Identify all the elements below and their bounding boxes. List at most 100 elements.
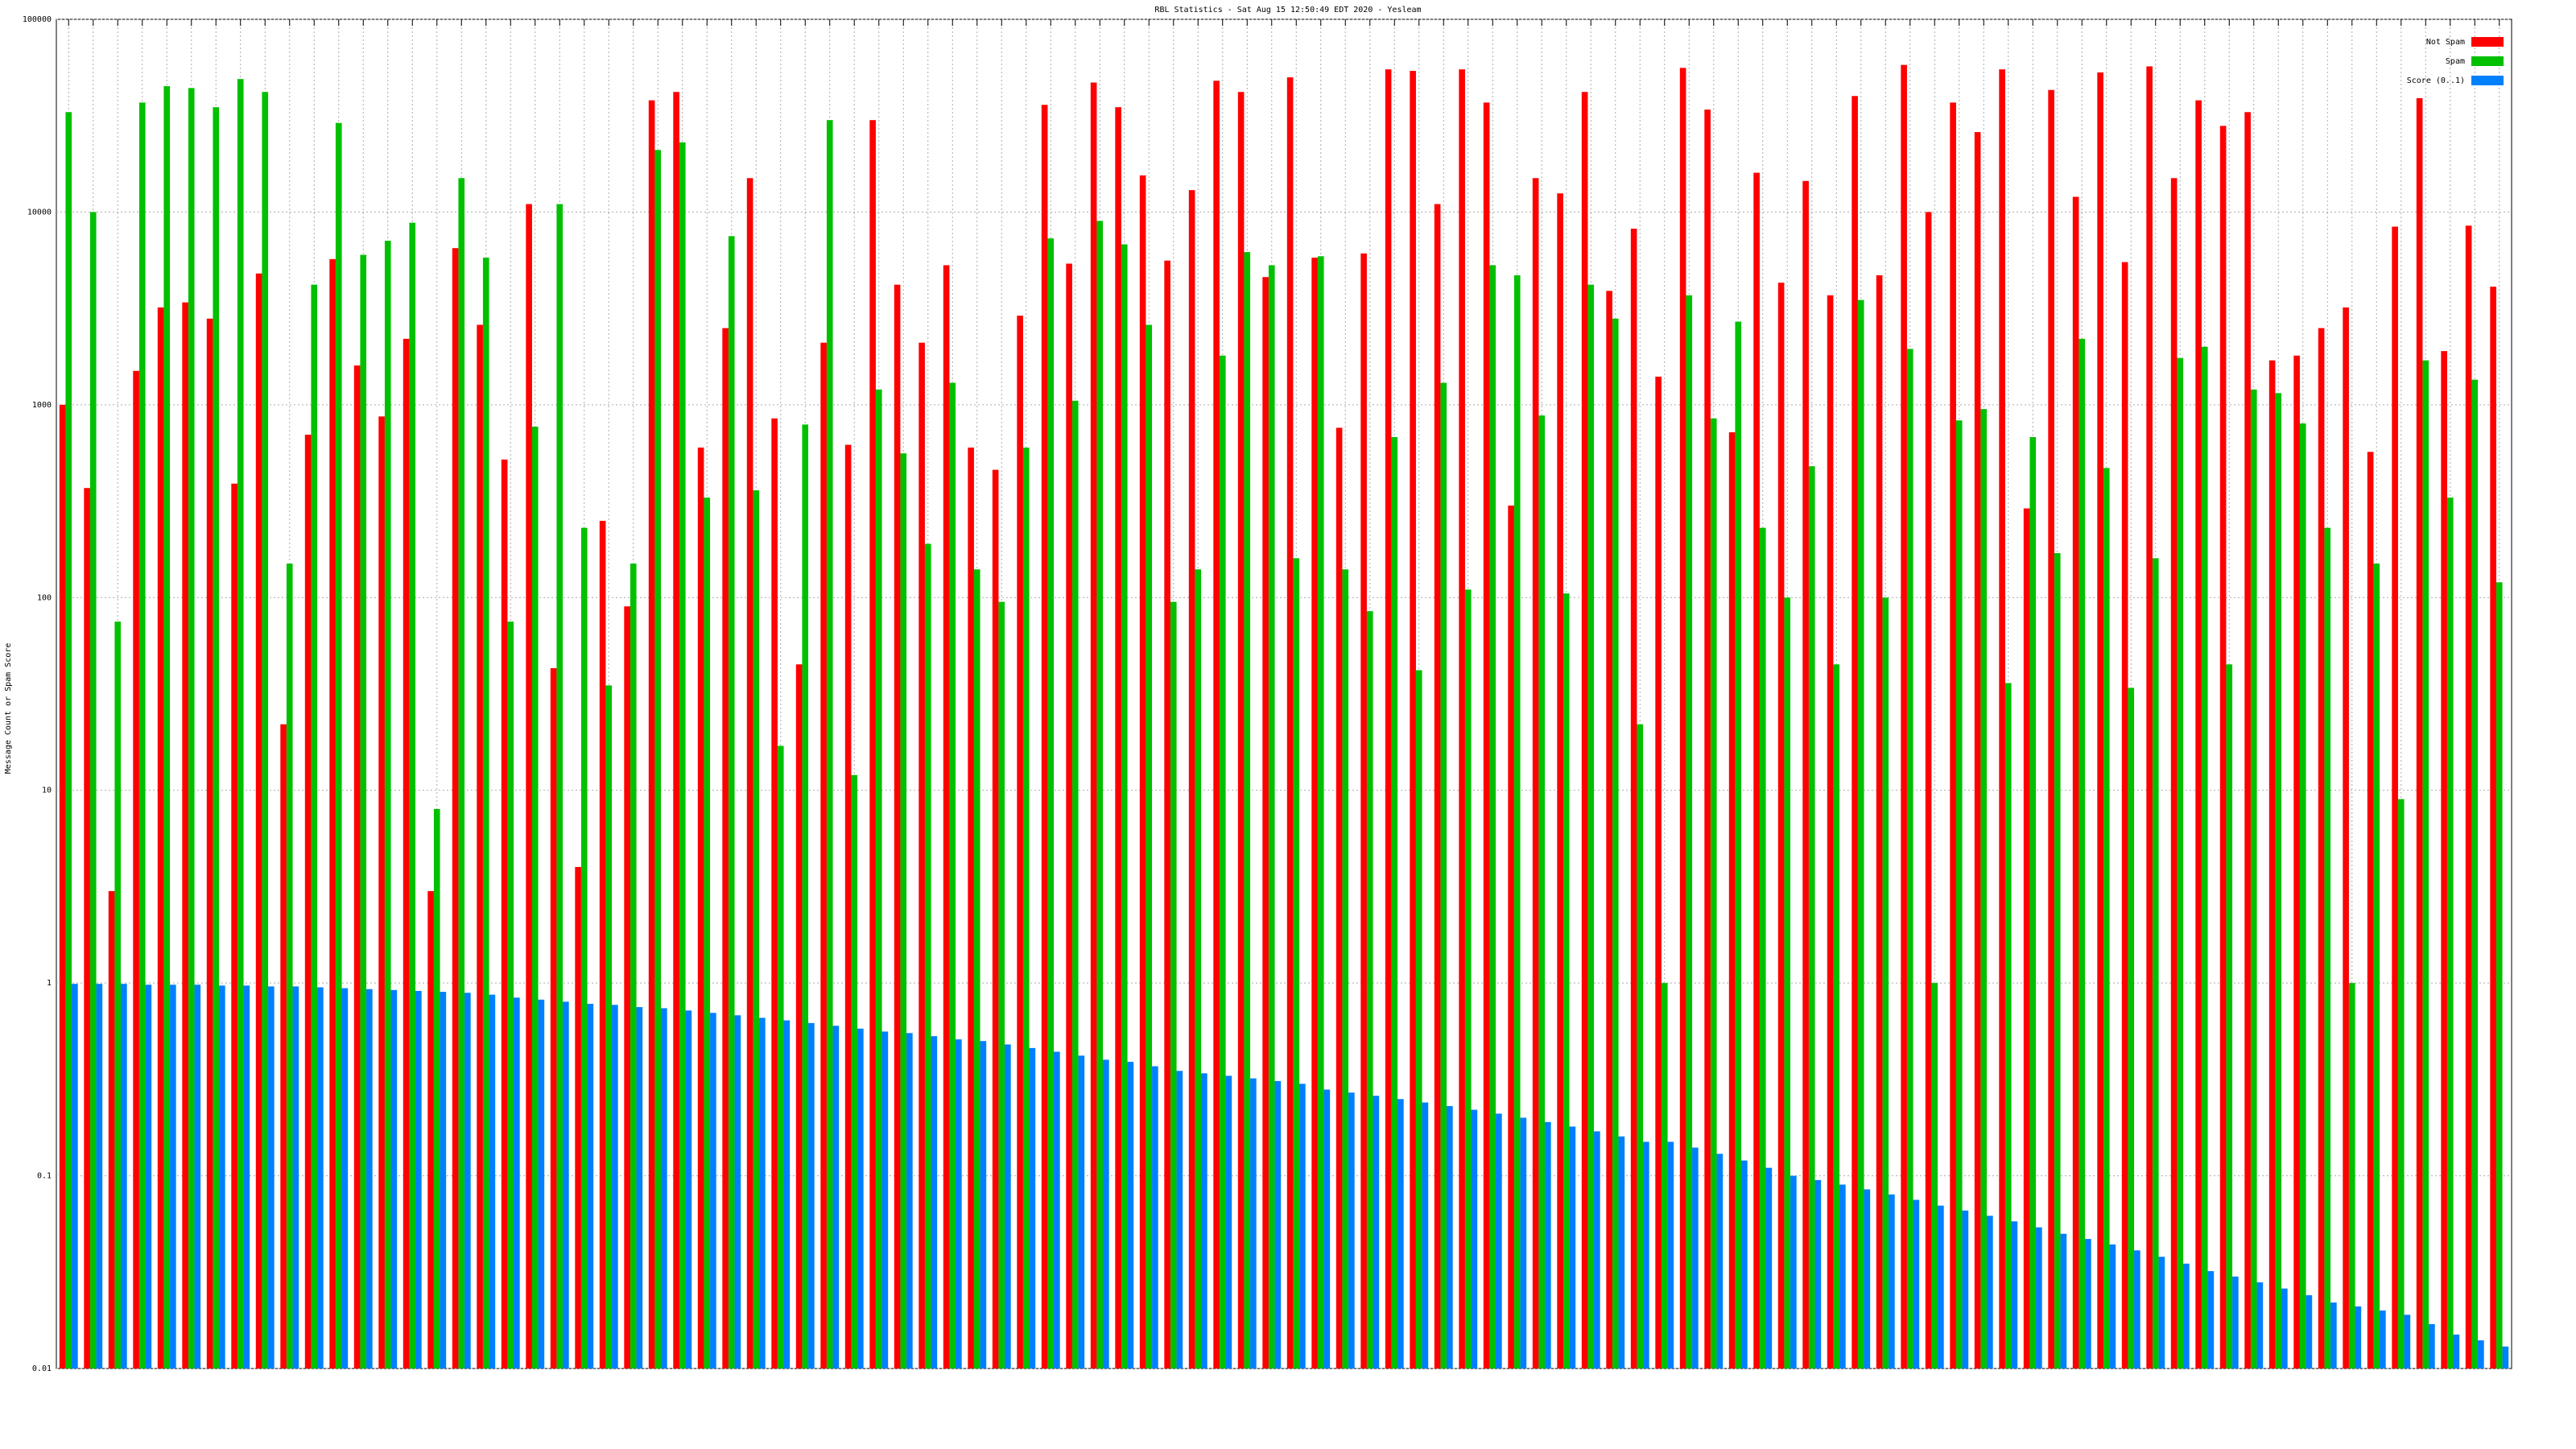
bar (237, 79, 244, 1369)
bar (311, 284, 318, 1369)
bar (1569, 1126, 1576, 1368)
bar (783, 1020, 791, 1368)
bar (605, 685, 613, 1368)
bar (1415, 670, 1422, 1368)
bar (894, 284, 901, 1369)
bar (1489, 265, 1496, 1368)
bar (1802, 180, 1809, 1368)
bar (636, 1007, 643, 1368)
bar (704, 497, 711, 1368)
bar (96, 984, 103, 1368)
bar (121, 984, 127, 1368)
y-axis-label: Message Count or Spam Score (4, 643, 13, 774)
bar (1268, 265, 1275, 1368)
bar (1115, 107, 1121, 1369)
legend-label: Not Spam (2426, 38, 2465, 47)
bar (1777, 283, 1785, 1368)
bar (114, 621, 122, 1368)
bar (1244, 252, 1251, 1368)
bar (973, 569, 980, 1368)
bar (384, 241, 391, 1369)
bar (1538, 415, 1546, 1368)
bar (968, 447, 974, 1368)
bar (1679, 68, 1686, 1368)
bar (538, 999, 545, 1368)
bar (654, 150, 662, 1369)
bar (2079, 338, 2086, 1369)
bar (722, 328, 729, 1368)
bar (1513, 275, 1521, 1368)
bar (1735, 321, 1742, 1369)
bar (1029, 1047, 1036, 1368)
bar (710, 1013, 716, 1368)
legend-swatch (2471, 56, 2504, 66)
bar (464, 993, 471, 1368)
bar (286, 564, 293, 1368)
bar (1790, 1175, 1797, 1368)
bar (526, 204, 532, 1369)
bar (1839, 1184, 1846, 1368)
bar (1459, 69, 1465, 1369)
bar (1286, 77, 1294, 1368)
bar (1716, 1154, 1724, 1368)
bar (2134, 1250, 2140, 1368)
bar (2152, 558, 2159, 1368)
bar (2183, 1263, 2190, 1368)
bar (1262, 277, 1269, 1369)
bar (1876, 275, 1883, 1368)
bar (1440, 382, 1447, 1369)
bar (1508, 506, 1514, 1368)
bar (353, 365, 361, 1368)
bar (1594, 1131, 1600, 1368)
bar (2496, 582, 2503, 1368)
bar (2023, 508, 2030, 1368)
bar (219, 985, 225, 1368)
bar (2490, 287, 2496, 1369)
bar (335, 122, 342, 1368)
bar (2146, 66, 2153, 1368)
bar (415, 990, 422, 1368)
bar (292, 986, 299, 1368)
bar (1955, 420, 1963, 1368)
y-tick-label: 100 (37, 593, 52, 602)
bar (1704, 109, 1711, 1368)
bar (844, 444, 852, 1369)
bar (1925, 212, 1932, 1368)
bar (1096, 221, 1104, 1368)
bar (1612, 318, 1619, 1369)
bar (458, 178, 465, 1368)
legend-swatch (2471, 37, 2504, 47)
bar (2465, 225, 2472, 1369)
bar (72, 984, 78, 1368)
bar (1686, 295, 1693, 1368)
bar (1889, 1194, 1895, 1368)
bar (1906, 349, 1913, 1369)
bar (2109, 1244, 2116, 1368)
bar (1753, 172, 1760, 1369)
bar (1814, 1179, 1822, 1368)
bar (1335, 427, 1343, 1368)
bar (1066, 263, 1072, 1368)
bar (881, 1031, 889, 1368)
bar (759, 1018, 766, 1368)
bar (2121, 262, 2128, 1369)
bar (1655, 376, 1662, 1369)
bar (2404, 1315, 2411, 1368)
bar (2355, 1306, 2362, 1368)
bar (2306, 1294, 2313, 1368)
bar (1071, 400, 1079, 1368)
bar (832, 1026, 840, 1368)
bar (1250, 1078, 1257, 1368)
bar (1630, 229, 1637, 1369)
y-tick-label: 1 (47, 979, 52, 988)
bar (2453, 1334, 2460, 1368)
bar (1293, 558, 1300, 1368)
bar (489, 994, 496, 1368)
bar (820, 342, 827, 1369)
bar (1980, 409, 1988, 1369)
bar (1520, 1117, 1527, 1368)
bar (2195, 100, 2202, 1368)
bar (685, 1010, 692, 1368)
bar (507, 621, 514, 1368)
bar (2471, 379, 2479, 1369)
